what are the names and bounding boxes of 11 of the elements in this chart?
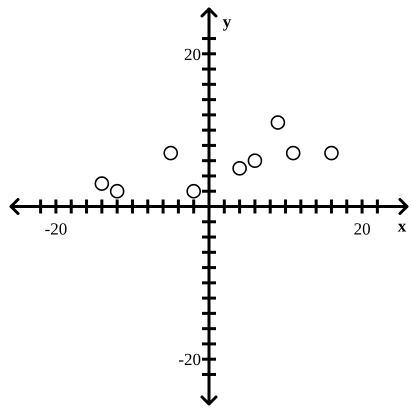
point (286, 146, 300, 160)
point (94, 176, 110, 191)
point (232, 161, 247, 176)
point (186, 184, 201, 199)
point (248, 153, 262, 168)
point (324, 146, 339, 160)
point (163, 146, 178, 160)
point (270, 115, 286, 130)
point (110, 184, 124, 199)
y-axis-title: y (222, 12, 232, 31)
x-axis-title: x (398, 216, 407, 236)
